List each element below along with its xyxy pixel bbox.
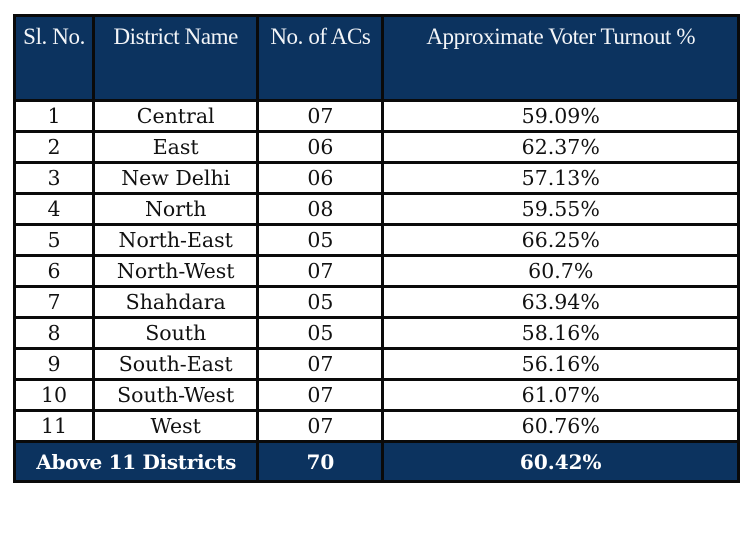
header-row: Sl. No. District Name No. of ACs Approxi… (12, 14, 740, 102)
cell-district: South-East (92, 347, 260, 381)
cell-district: North-East (92, 223, 260, 257)
cell-acs: 08 (256, 192, 385, 226)
cell-district: West (92, 409, 260, 443)
cell-acs: 05 (256, 285, 385, 319)
cell-acs: 07 (256, 254, 385, 288)
cell-district: Shahdara (92, 285, 260, 319)
cell-acs: 05 (256, 223, 385, 257)
table-row: 9 South-East 07 56.16% (12, 347, 740, 381)
table-row: 1 Central 07 59.09% (12, 99, 740, 133)
cell-district: Central (92, 99, 260, 133)
cell-turnout: 60.76% (381, 409, 740, 443)
total-acs: 70 (256, 440, 385, 483)
cell-turnout: 60.7% (381, 254, 740, 288)
cell-turnout: 59.09% (381, 99, 740, 133)
cell-district: North (92, 192, 260, 226)
header-district-name: District Name (92, 14, 260, 102)
cell-sl-no: 7 (12, 285, 96, 319)
table-row: 4 North 08 59.55% (12, 192, 740, 226)
cell-acs: 07 (256, 347, 385, 381)
cell-sl-no: 9 (12, 347, 96, 381)
table-row: 6 North-West 07 60.7% (12, 254, 740, 288)
table-row: 10 South-West 07 61.07% (12, 378, 740, 412)
cell-turnout: 61.07% (381, 378, 740, 412)
cell-turnout: 57.13% (381, 161, 740, 195)
cell-turnout: 59.55% (381, 192, 740, 226)
cell-district: New Delhi (92, 161, 260, 195)
table-row: 11 West 07 60.76% (12, 409, 740, 443)
voter-turnout-table: Sl. No. District Name No. of ACs Approxi… (12, 14, 740, 483)
total-label: Above 11 Districts (12, 440, 260, 483)
cell-turnout: 62.37% (381, 130, 740, 164)
cell-sl-no: 11 (12, 409, 96, 443)
total-turnout: 60.42% (381, 440, 740, 483)
cell-acs: 07 (256, 409, 385, 443)
cell-acs: 07 (256, 378, 385, 412)
cell-turnout: 56.16% (381, 347, 740, 381)
cell-sl-no: 10 (12, 378, 96, 412)
cell-sl-no: 6 (12, 254, 96, 288)
cell-district: North-West (92, 254, 260, 288)
cell-sl-no: 2 (12, 130, 96, 164)
header-voter-turnout: Approximate Voter Turnout % (381, 14, 740, 102)
cell-turnout: 63.94% (381, 285, 740, 319)
cell-sl-no: 5 (12, 223, 96, 257)
table-row: 3 New Delhi 06 57.13% (12, 161, 740, 195)
cell-acs: 05 (256, 316, 385, 350)
cell-district: East (92, 130, 260, 164)
cell-acs: 07 (256, 99, 385, 133)
cell-district: South-West (92, 378, 260, 412)
cell-acs: 06 (256, 130, 385, 164)
table-row: 5 North-East 05 66.25% (12, 223, 740, 257)
table-row: 2 East 06 62.37% (12, 130, 740, 164)
table-row: 8 South 05 58.16% (12, 316, 740, 350)
table-row: 7 Shahdara 05 63.94% (12, 285, 740, 319)
cell-turnout: 66.25% (381, 223, 740, 257)
header-no-of-acs: No. of ACs (256, 14, 385, 102)
cell-sl-no: 8 (12, 316, 96, 350)
total-row: Above 11 Districts 70 60.42% (12, 440, 740, 483)
cell-sl-no: 4 (12, 192, 96, 226)
cell-sl-no: 3 (12, 161, 96, 195)
cell-acs: 06 (256, 161, 385, 195)
header-sl-no: Sl. No. (12, 14, 96, 102)
cell-sl-no: 1 (12, 99, 96, 133)
cell-turnout: 58.16% (381, 316, 740, 350)
cell-district: South (92, 316, 260, 350)
